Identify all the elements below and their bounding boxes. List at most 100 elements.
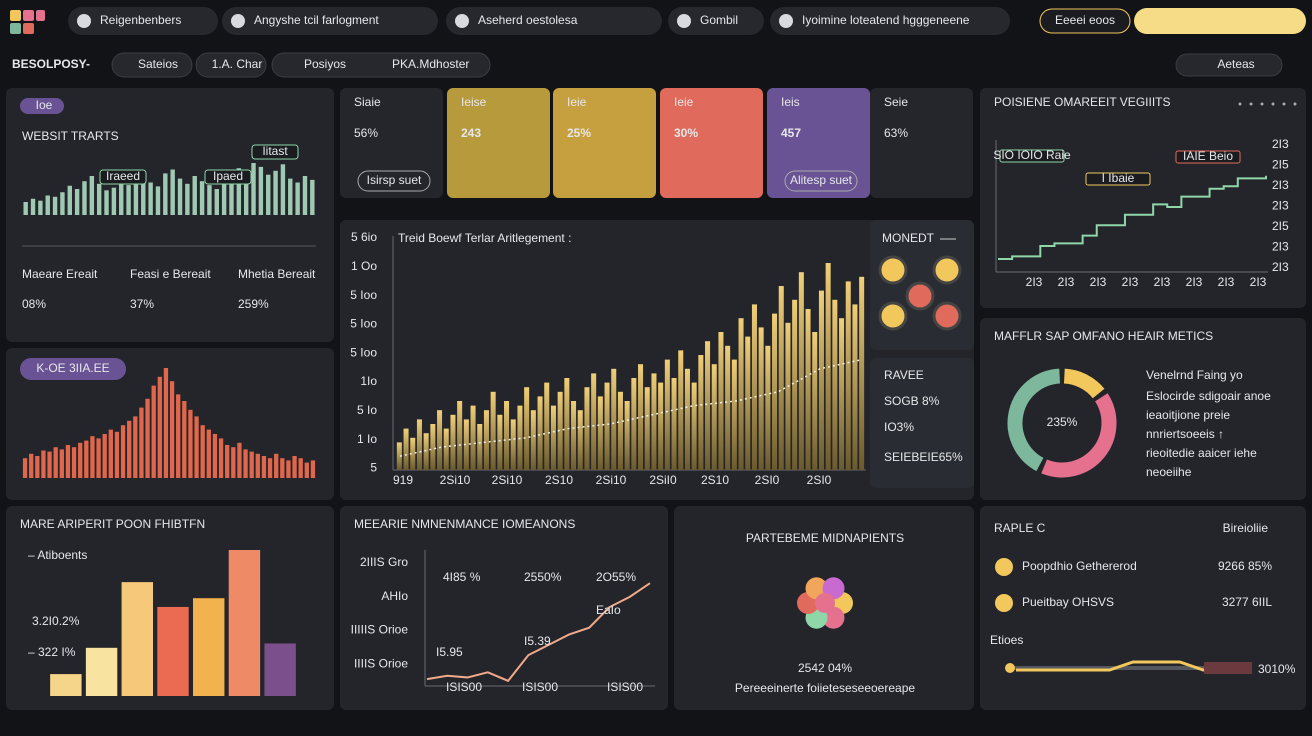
pill[interactable] xyxy=(1039,8,1131,34)
bar xyxy=(59,449,64,478)
filter[interactable]: PKA.Mdhoster xyxy=(392,57,469,71)
legend-line: ieaoitjione preie xyxy=(1146,408,1230,422)
bar xyxy=(120,425,126,478)
row-name: Poopdhio Gethererod xyxy=(1022,559,1137,573)
bar xyxy=(264,643,296,696)
bar xyxy=(410,437,416,470)
pill[interactable] xyxy=(195,52,267,78)
x-tick-label: 2I3 xyxy=(1026,275,1043,289)
bar xyxy=(85,647,118,696)
bar xyxy=(504,401,510,470)
line xyxy=(998,175,1267,260)
pill[interactable] xyxy=(1175,53,1283,77)
annotation: 2O55% xyxy=(596,570,636,584)
bar xyxy=(557,391,563,470)
tab-label[interactable]: Iyoimine loteatend hgggeneene xyxy=(802,13,970,27)
bar xyxy=(139,407,144,478)
pill[interactable] xyxy=(668,7,764,35)
chart-tag xyxy=(99,169,147,185)
bar xyxy=(544,382,550,470)
panel-title: MEEARIE NMNENMANCE IOMEANONS xyxy=(354,517,575,531)
bar xyxy=(84,440,89,478)
y-tick-label: 1Io xyxy=(360,374,377,388)
bar xyxy=(571,401,577,470)
bar xyxy=(218,438,224,478)
bar xyxy=(705,341,711,470)
toolbar-button[interactable]: 1.A. Char xyxy=(212,57,263,71)
bar xyxy=(236,168,242,215)
bar xyxy=(229,177,234,215)
y-tick-label: 5 xyxy=(370,461,377,475)
bar xyxy=(859,276,865,470)
pill[interactable] xyxy=(271,52,491,78)
bar xyxy=(225,445,230,478)
pill[interactable] xyxy=(222,7,438,35)
tab-label[interactable]: Reigenbenbers xyxy=(100,13,181,27)
panel xyxy=(447,88,550,198)
kpi-value: 63% xyxy=(884,126,908,140)
pill[interactable] xyxy=(446,7,662,35)
pill[interactable] xyxy=(68,7,218,35)
tab-label[interactable]: Gombil xyxy=(700,13,738,27)
bar xyxy=(96,183,102,215)
pill[interactable] xyxy=(111,52,193,78)
bar xyxy=(45,195,50,215)
bar xyxy=(251,163,256,215)
x-tick-label: 2Si10 xyxy=(596,473,627,487)
bar xyxy=(96,438,101,478)
x-tick-label: 2SiI0 xyxy=(649,473,677,487)
bar xyxy=(604,382,610,470)
node xyxy=(932,255,962,285)
kpi-button[interactable]: Isirsp suet xyxy=(367,173,422,187)
bar xyxy=(671,378,677,470)
bar xyxy=(718,332,724,470)
bar xyxy=(38,200,43,215)
pill[interactable] xyxy=(357,170,431,192)
bar xyxy=(483,410,489,470)
bar xyxy=(108,429,113,478)
filter[interactable]: Posiyos xyxy=(304,57,346,71)
pill[interactable] xyxy=(1134,8,1306,34)
slider-value: 3010% xyxy=(1258,662,1296,676)
chart-tag xyxy=(204,169,252,185)
tab-label[interactable]: Angyshe tcil farlogment xyxy=(254,13,379,27)
bar xyxy=(206,429,211,478)
range-item: SEIEBEIE65% xyxy=(884,450,963,464)
toolbar-button[interactable]: Sateios xyxy=(138,57,178,71)
bar xyxy=(812,332,818,470)
legend-line: rieoitedie aaicer iehe xyxy=(1146,446,1257,460)
annotation: I5.95 xyxy=(436,645,463,659)
bar xyxy=(145,398,150,478)
bar xyxy=(163,368,169,478)
pill[interactable] xyxy=(784,170,858,192)
bar xyxy=(396,442,402,470)
panel-title: RAPLE C xyxy=(994,521,1046,535)
menu-dot xyxy=(1260,102,1264,106)
row-value: 3277 6IIL xyxy=(1222,595,1272,609)
y-tick-label: 2I3 xyxy=(1272,240,1289,254)
action-button[interactable]: Aeteas xyxy=(1217,57,1254,71)
kpi-button[interactable]: Alitesp suet xyxy=(790,173,853,187)
bar xyxy=(78,442,83,478)
bar xyxy=(423,433,429,470)
bar xyxy=(304,462,309,478)
bar xyxy=(221,182,227,215)
x-tick-label: 2S10 xyxy=(545,473,573,487)
panel xyxy=(870,88,973,198)
y-tick-label: 2I5 xyxy=(1272,219,1289,233)
bar xyxy=(416,419,422,470)
pill[interactable] xyxy=(770,7,1010,35)
bar xyxy=(818,290,824,470)
bar xyxy=(443,428,449,470)
slider-label: Etioes xyxy=(990,633,1023,647)
slider-knob[interactable] xyxy=(1005,663,1015,673)
tag: Ioe xyxy=(36,98,53,112)
bar xyxy=(148,182,153,215)
x-tick-label: 2S10 xyxy=(701,473,729,487)
panel-title: MAFFLR SAP OMFANO HEAIR METICS xyxy=(994,329,1213,343)
tab-label[interactable]: Aseherd oestolesa xyxy=(478,13,578,27)
metric-value: 259% xyxy=(238,297,269,311)
kpi-label: Siaie xyxy=(354,95,381,109)
bar xyxy=(182,401,187,478)
